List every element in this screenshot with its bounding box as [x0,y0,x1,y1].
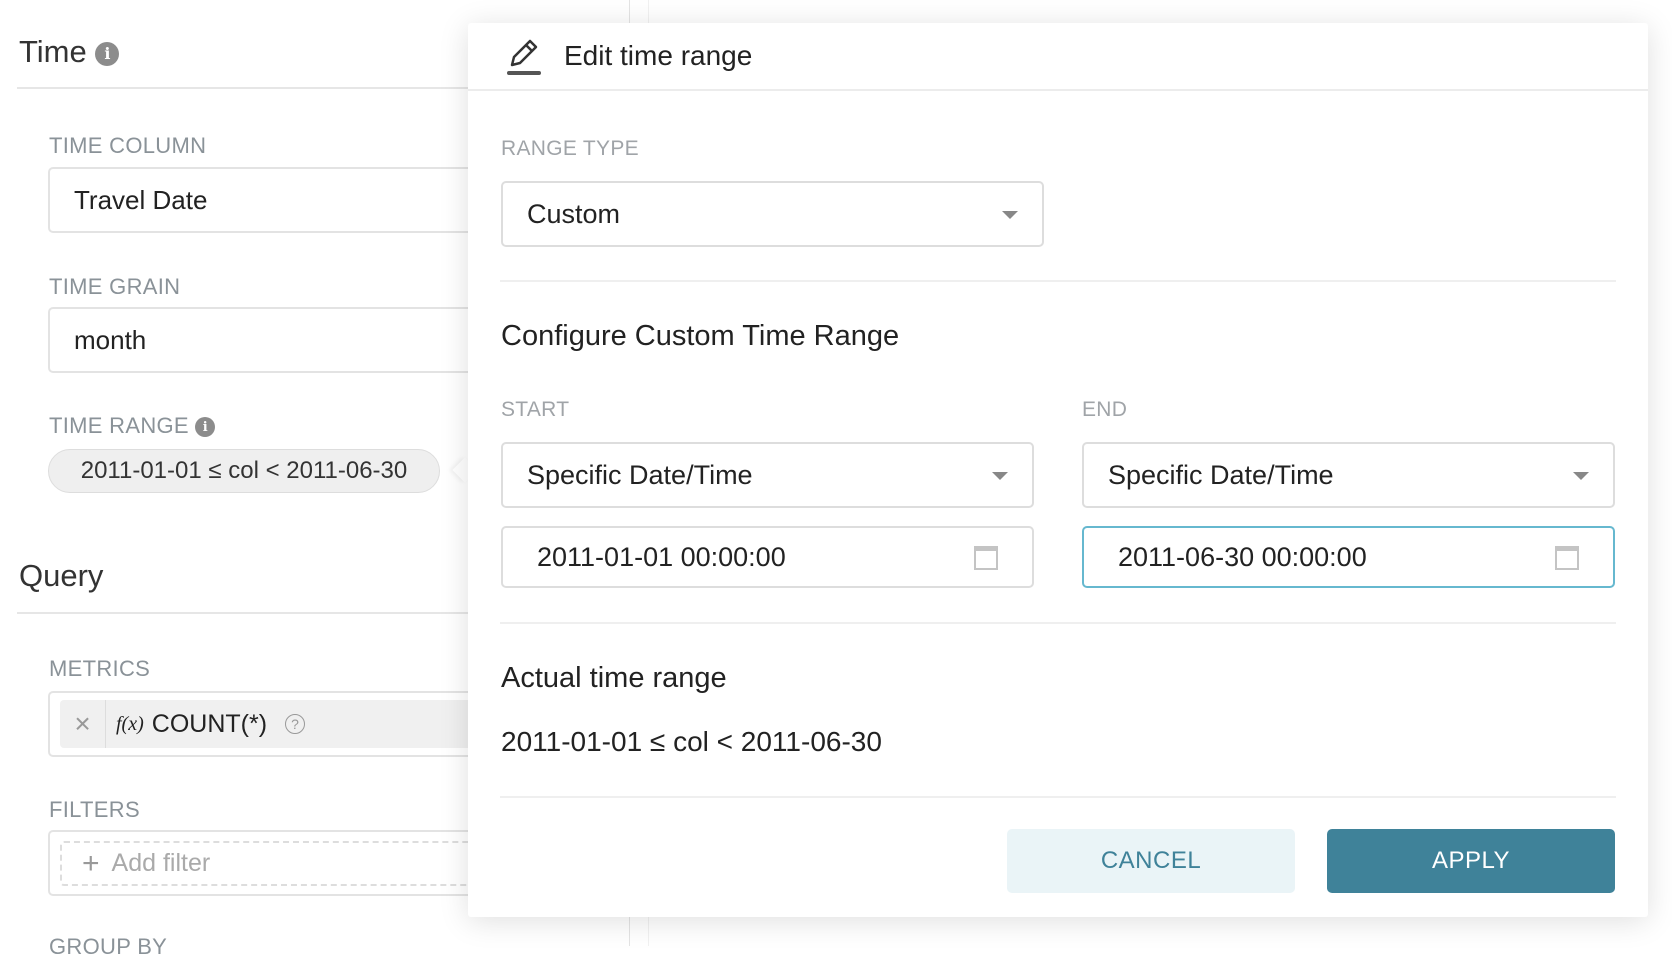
start-mode-value: Specific Date/Time [527,459,753,490]
group-by-label: GROUP BY [49,934,168,959]
time-range-label-text: TIME RANGE [49,413,189,438]
section-title-query: Query [19,558,104,593]
time-column-label: TIME COLUMN [49,133,207,158]
actual-range-value: 2011-01-01 ≤ col < 2011-06-30 [501,726,882,757]
end-mode-value: Specific Date/Time [1108,459,1334,490]
divider [500,796,1616,798]
metric-tag[interactable]: × f(x) COUNT(*) ? [60,700,480,748]
time-column-select[interactable]: Travel Date [48,167,488,233]
edit-pencil-icon [507,39,541,75]
plus-icon: + [82,846,100,880]
add-filter-button[interactable]: + Add filter [60,841,480,886]
info-icon[interactable]: i [95,41,120,66]
metrics-label: METRICS [49,656,151,681]
time-grain-label: TIME GRAIN [49,274,181,299]
start-date-input[interactable]: 2011-01-01 00:00:00 [501,526,1034,588]
start-label: START [501,398,570,421]
end-mode-select[interactable]: Specific Date/Time [1082,442,1615,508]
chevron-down-icon [992,472,1008,480]
help-icon[interactable]: ? [285,714,306,734]
info-icon[interactable]: i [195,417,216,438]
section-divider [17,87,477,89]
actual-range-heading: Actual time range [501,662,727,694]
calendar-icon[interactable] [1555,546,1579,570]
time-column-value: Travel Date [74,184,208,215]
divider [500,280,1616,282]
time-range-pill[interactable]: 2011-01-01 ≤ col < 2011-06-30 [48,449,440,493]
filters-label: FILTERS [49,797,140,822]
range-type-select[interactable]: Custom [501,181,1044,247]
chevron-down-icon [1002,211,1018,219]
divider [500,622,1616,624]
end-date-input[interactable]: 2011-06-30 00:00:00 [1082,526,1615,588]
end-date-value: 2011-06-30 00:00:00 [1118,541,1367,572]
start-date-value: 2011-01-01 00:00:00 [537,541,786,572]
start-mode-select[interactable]: Specific Date/Time [501,442,1034,508]
range-type-label: RANGE TYPE [501,137,639,160]
range-type-value: Custom [527,198,621,229]
section-title-text: Time [19,34,87,69]
function-icon: f(x) [116,712,144,735]
chevron-down-icon [1573,472,1589,480]
calendar-icon[interactable] [974,546,998,570]
configure-heading: Configure Custom Time Range [501,320,900,352]
dialog-header: Edit time range [468,23,1648,91]
time-range-label: TIME RANGE i [49,413,216,439]
section-divider [17,612,477,614]
edit-time-range-popover: Edit time range RANGE TYPE Custom Config… [468,23,1648,917]
time-grain-select[interactable]: month [48,307,488,373]
add-filter-label: Add filter [111,849,211,877]
section-title-time: Time i [19,34,120,70]
cancel-button[interactable]: CANCEL [1007,829,1295,893]
end-label: END [1082,398,1128,421]
metric-value: COUNT(*) [151,709,268,738]
dialog-title: Edit time range [564,40,753,71]
time-grain-value: month [74,324,147,355]
remove-metric-icon[interactable]: × [60,700,106,748]
apply-button[interactable]: APPLY [1327,829,1615,893]
